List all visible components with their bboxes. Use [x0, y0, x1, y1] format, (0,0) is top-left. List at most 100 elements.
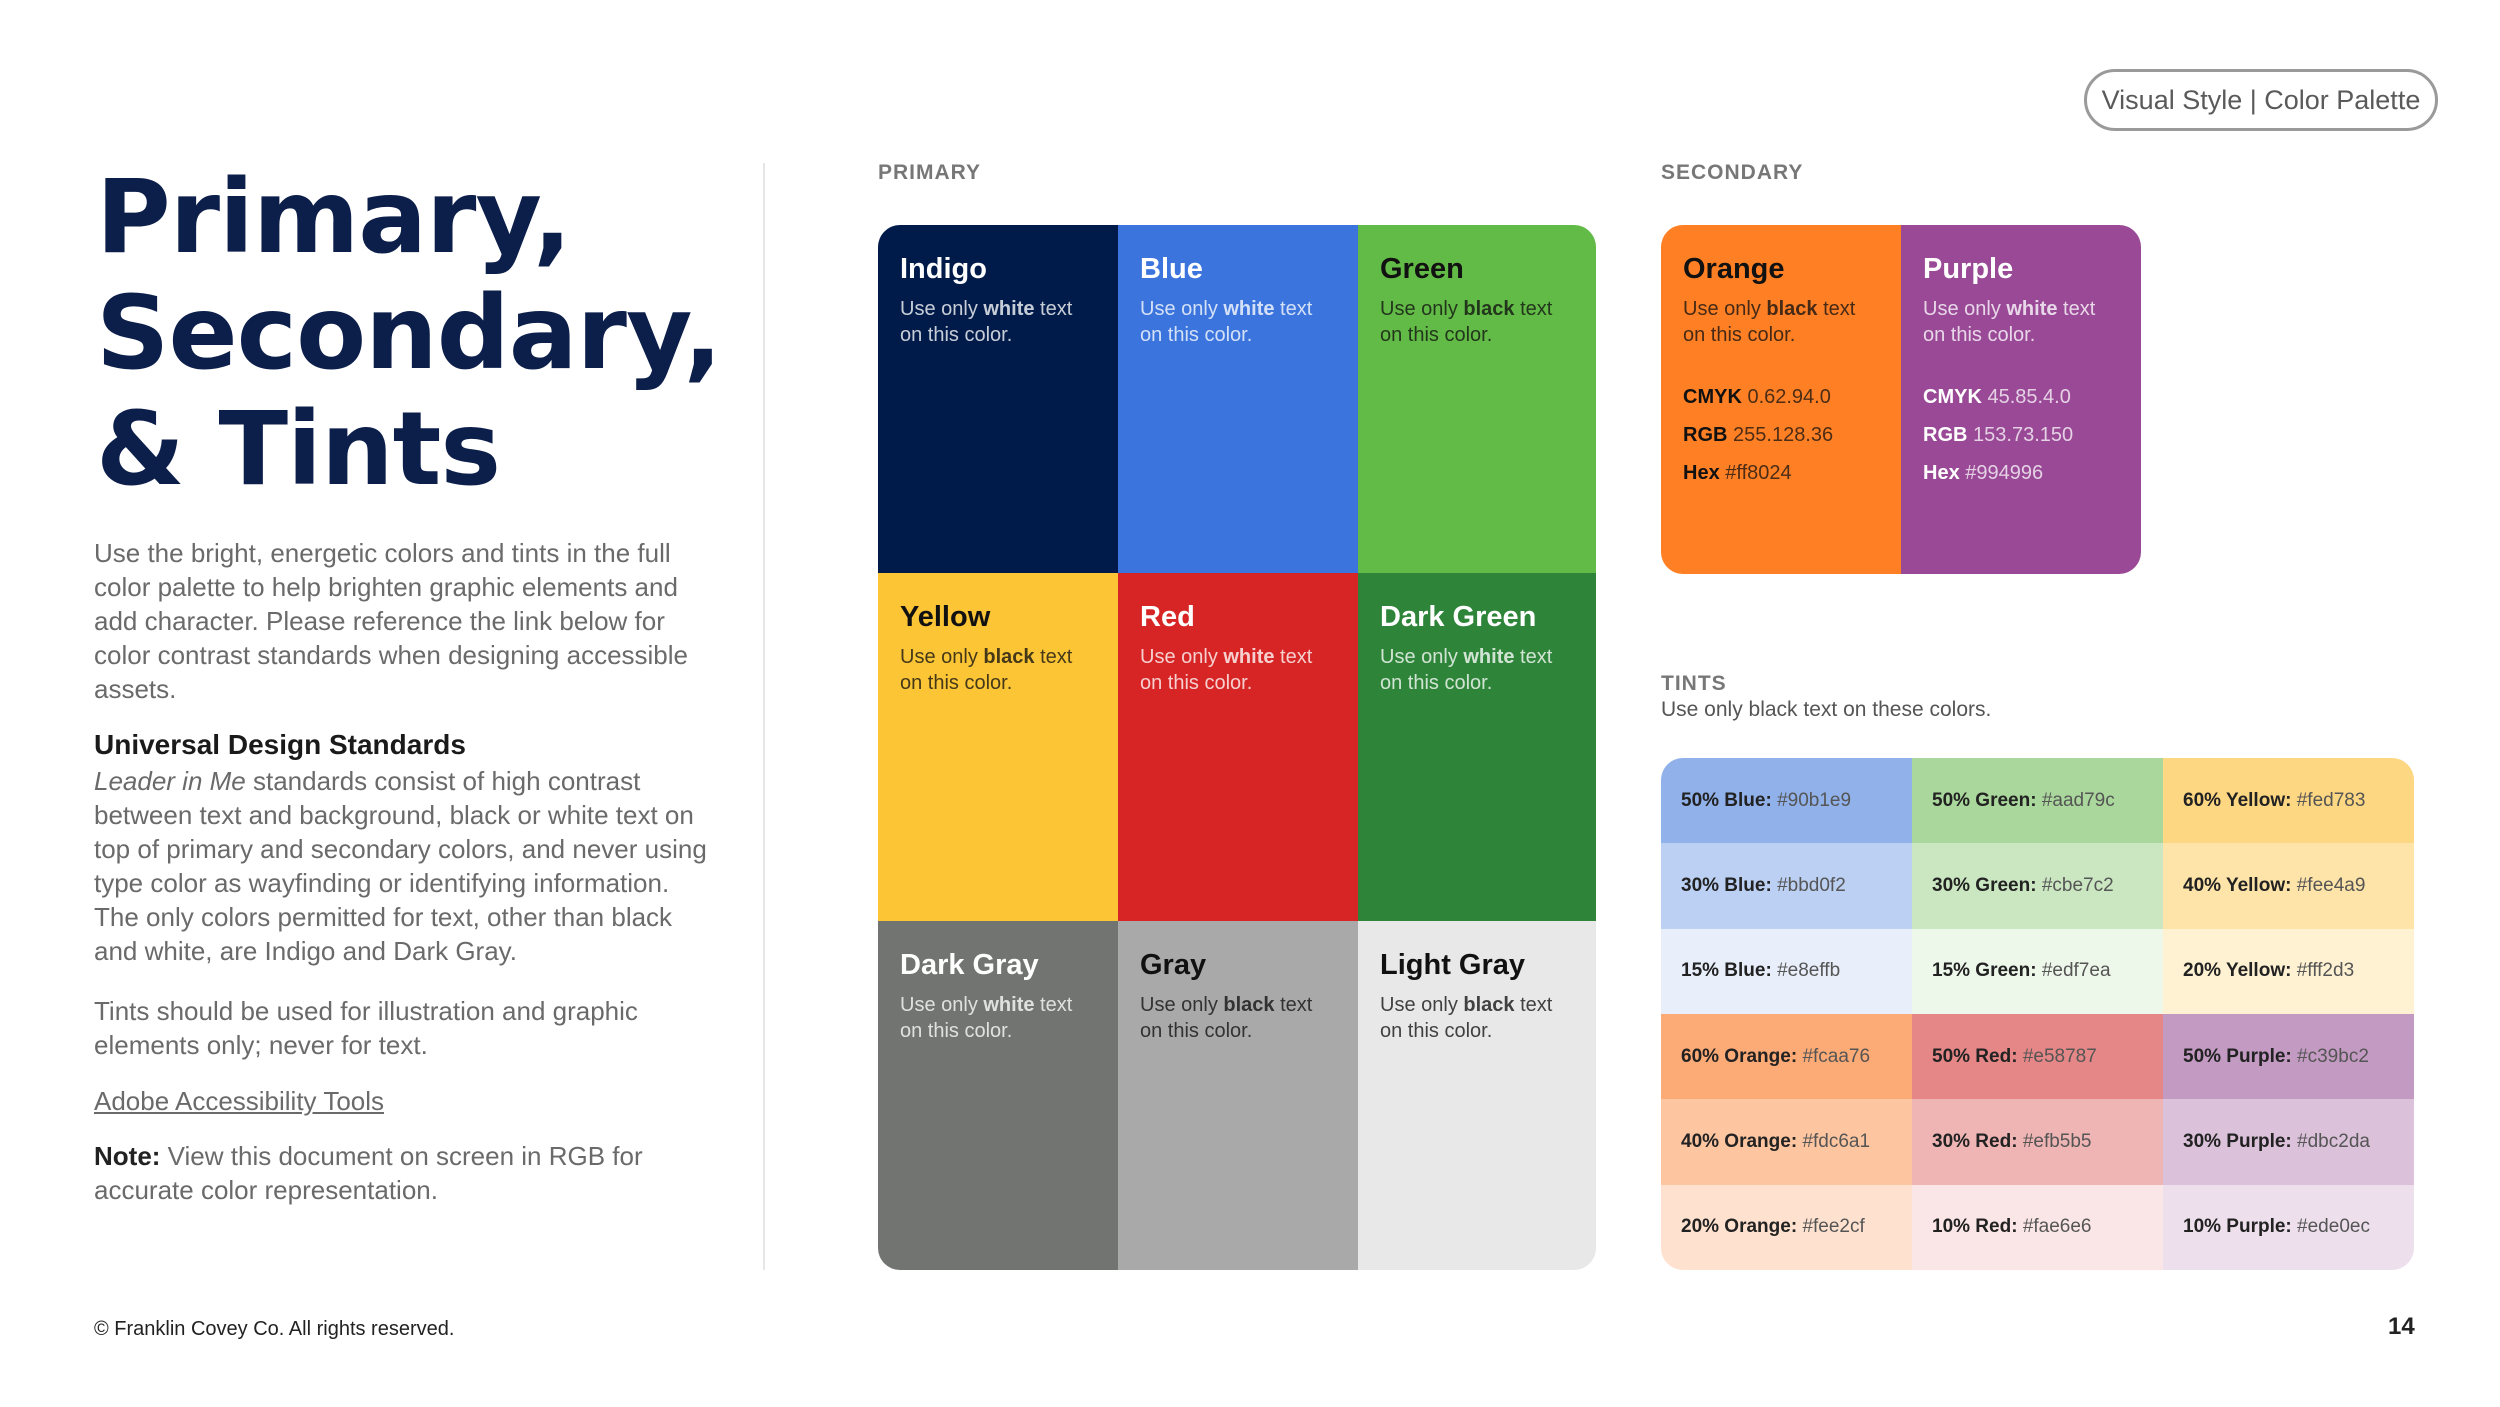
- spec-row-hex: Hex #ff8024: [1683, 454, 1879, 492]
- usage-suffix: text: [1274, 646, 1313, 668]
- spec-row-rgb: RGB 255.128.36: [1683, 416, 1879, 454]
- swatch-green: Green Use only black text on this color.: [1358, 225, 1596, 573]
- tint-cell: 40% Yellow: #fee4a9: [2163, 843, 2414, 929]
- tint-label: 30% Red:: [1932, 1130, 2018, 1152]
- swatch-red: Red Use only white text on this color.: [1118, 573, 1358, 921]
- tint-hex: #efb5b5: [2022, 1130, 2092, 1152]
- usage-suffix: text: [1274, 298, 1313, 320]
- tint-hex: #fee2cf: [1802, 1216, 1865, 1238]
- usage-line2: on this color.: [1140, 672, 1253, 694]
- tint-label: 20% Orange:: [1681, 1216, 1798, 1238]
- tint-cell: 20% Yellow: #fff2d3: [2163, 928, 2414, 1014]
- swatch-usage: Use only black text on this color.: [1683, 296, 1879, 348]
- tint-cell: 15% Blue: #e8effb: [1661, 928, 1912, 1014]
- usage-line2: on this color.: [1380, 672, 1493, 694]
- tint-hex: #e58787: [2022, 1045, 2097, 1067]
- spec-label: RGB: [1683, 424, 1728, 446]
- usage-line2: on this color.: [1380, 324, 1493, 346]
- swatch-name: Light Gray: [1380, 949, 1526, 981]
- swatch-name: Red: [1140, 601, 1195, 633]
- tint-hex: #edf7ea: [2041, 960, 2111, 982]
- tint-label: 40% Yellow:: [2183, 874, 2292, 896]
- swatch-usage: Use only white text on this color.: [1923, 296, 2119, 348]
- swatch-orange: Orange Use only black text on this color. C…: [1661, 225, 1901, 574]
- tint-cell: 50% Blue: #90b1e9: [1661, 758, 1912, 844]
- usage-suffix: text: [1817, 298, 1856, 320]
- spec-value: 0.62.94.0: [1747, 386, 1831, 408]
- usage-text-color: black: [1463, 994, 1515, 1016]
- swatch-name: Yellow: [900, 601, 991, 633]
- usage-prefix: Use only: [900, 646, 984, 668]
- note-paragraph: Note: View this document on screen in RG…: [94, 1139, 714, 1207]
- note-body: View this document on screen in RGB for …: [94, 1141, 643, 1205]
- tint-label: 15% Blue:: [1681, 960, 1772, 982]
- usage-line2: on this color.: [1140, 1020, 1253, 1042]
- usage-prefix: Use only: [1380, 646, 1464, 668]
- secondary-label: SECONDARY: [1661, 161, 1804, 184]
- usage-suffix: text: [1514, 994, 1553, 1016]
- tint-label: 40% Orange:: [1681, 1130, 1798, 1152]
- usage-line2: on this color.: [1923, 324, 2036, 346]
- swatch-usage: Use only black text on this color.: [1380, 296, 1574, 348]
- tint-cell: 15% Green: #edf7ea: [1912, 928, 2163, 1014]
- tints-subtitle: Use only black text on these colors.: [1661, 698, 1992, 721]
- spec-label: RGB: [1923, 424, 1968, 446]
- usage-text-color: white: [2006, 298, 2058, 320]
- usage-suffix: text: [1274, 994, 1313, 1016]
- swatch-name: Orange: [1683, 253, 1785, 285]
- title-line: Primary,: [96, 158, 572, 277]
- spec-label: CMYK: [1683, 386, 1742, 408]
- page-number: 14: [2388, 1313, 2415, 1340]
- tint-label: 60% Orange:: [1681, 1045, 1798, 1067]
- tint-cell: 30% Purple: #dbc2da: [2163, 1099, 2414, 1185]
- tint-label: 50% Blue:: [1681, 789, 1772, 811]
- tint-cell: 20% Orange: #fee2cf: [1661, 1184, 1912, 1270]
- tint-hex: #bbd0f2: [1777, 874, 1846, 896]
- usage-suffix: text: [1514, 298, 1553, 320]
- primary-swatch-grid: Indigo Use only white text on this color. B…: [878, 225, 1596, 1270]
- tint-label: 15% Green:: [1932, 960, 2037, 982]
- tint-hex: #aad79c: [2041, 789, 2115, 811]
- column-divider: [763, 163, 765, 1270]
- swatch-usage: Use only white text on this color.: [1140, 644, 1336, 696]
- primary-label: PRIMARY: [878, 161, 982, 184]
- tint-label: 60% Yellow:: [2183, 789, 2292, 811]
- tint-hex: #fdc6a1: [1802, 1130, 1871, 1152]
- tint-hex: #e8effb: [1777, 960, 1841, 982]
- usage-suffix: text: [2057, 298, 2096, 320]
- tint-label: 50% Red:: [1932, 1045, 2018, 1067]
- swatch-usage: Use only black text on this color.: [1380, 992, 1574, 1044]
- adobe-accessibility-link[interactable]: Adobe Accessibility Tools: [94, 1086, 385, 1116]
- usage-prefix: Use only: [1140, 994, 1224, 1016]
- section-tag: Visual Style | Color Palette: [2084, 69, 2438, 131]
- swatch-yellow: Yellow Use only black text on this color.: [878, 573, 1118, 921]
- usage-text-color: black: [1463, 298, 1515, 320]
- swatch-usage: Use only black text on this color.: [900, 644, 1096, 696]
- tint-hex: #fcaa76: [1802, 1045, 1871, 1067]
- usage-text-color: black: [1766, 298, 1818, 320]
- usage-prefix: Use only: [900, 994, 984, 1016]
- usage-prefix: Use only: [1923, 298, 2007, 320]
- intro-paragraph: Use the bright, energetic colors and tin…: [94, 538, 689, 704]
- tint-hex: #90b1e9: [1777, 789, 1852, 811]
- spec-value: 255.128.36: [1733, 424, 1834, 446]
- tint-hex: #fee4a9: [2296, 874, 2366, 896]
- copyright: © Franklin Covey Co. All rights reserved…: [94, 1318, 455, 1340]
- swatch-name: Dark Gray: [900, 949, 1039, 981]
- spec-label: Hex: [1683, 462, 1720, 484]
- swatch-specs: CMYK 0.62.94.0 RGB 255.128.36 Hex #ff8024: [1683, 378, 1879, 492]
- title-line: & Tints: [96, 390, 501, 509]
- uds-body-text: standards consist of high contrast betwe…: [94, 766, 707, 966]
- spec-value: #ff8024: [1725, 462, 1792, 484]
- swatch-name: Blue: [1140, 253, 1203, 285]
- tint-cell: 10% Purple: #ede0ec: [2163, 1184, 2414, 1270]
- usage-suffix: text: [1034, 298, 1073, 320]
- tint-label: 50% Purple:: [2183, 1045, 2292, 1067]
- usage-line2: on this color.: [1380, 1020, 1493, 1042]
- spec-label: Hex: [1923, 462, 1960, 484]
- tint-label: 30% Green:: [1932, 874, 2037, 896]
- swatch-gray: Gray Use only black text on this color.: [1118, 921, 1358, 1270]
- usage-line2: on this color.: [1140, 324, 1253, 346]
- tint-cell: 50% Red: #e58787: [1912, 1014, 2163, 1100]
- usage-text-color: white: [983, 298, 1035, 320]
